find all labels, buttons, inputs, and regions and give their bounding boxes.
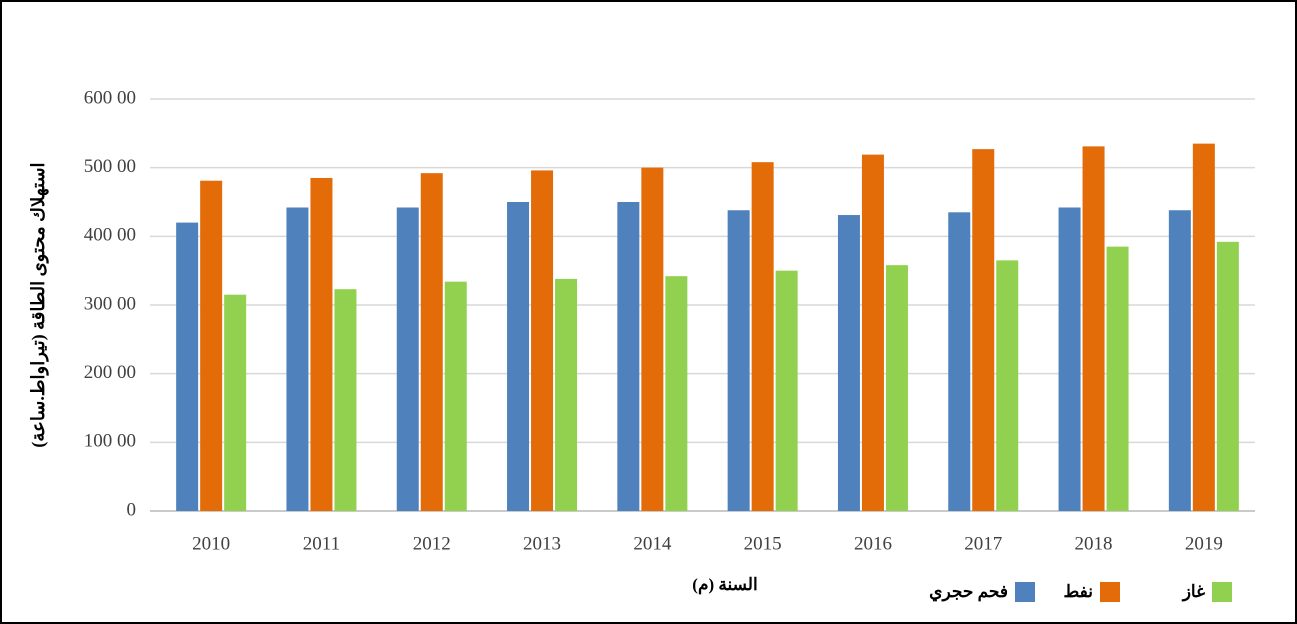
- x-tick-label: 2019: [1185, 533, 1223, 554]
- bar: [444, 281, 467, 511]
- bar: [641, 167, 664, 511]
- bar: [861, 154, 884, 511]
- x-tick-label: 2015: [744, 533, 782, 554]
- y-axis-label: استهلاك محتوى الطاقة (تيراواط.ساعة): [28, 162, 49, 447]
- y-tick-label: 500 00: [84, 156, 136, 177]
- bar: [1216, 241, 1239, 511]
- bar: [972, 149, 995, 512]
- bar: [775, 270, 798, 511]
- bar: [665, 276, 688, 511]
- bar: [555, 278, 578, 511]
- x-tick-label: 2010: [192, 533, 230, 554]
- bar: [420, 173, 443, 511]
- bar: [1082, 146, 1105, 511]
- x-tick-label: 2014: [633, 533, 672, 554]
- bar: [531, 170, 554, 511]
- x-tick-label: 2012: [413, 533, 451, 554]
- x-tick-label: 2011: [303, 533, 340, 554]
- bar: [286, 207, 309, 511]
- bar: [1058, 207, 1081, 511]
- x-axis-label: السنة (م): [692, 575, 757, 595]
- legend-label: نفط: [1064, 582, 1093, 601]
- y-tick-label: 100 00: [84, 431, 136, 452]
- bar: [507, 202, 530, 511]
- y-tick-label: 400 00: [84, 225, 136, 246]
- y-tick-label: 0: [127, 499, 137, 520]
- x-tick-label: 2013: [523, 533, 561, 554]
- bar: [996, 260, 1019, 511]
- y-tick-label: 600 00: [84, 87, 136, 108]
- x-tick-label: 2016: [854, 533, 892, 554]
- bar: [617, 202, 640, 511]
- bar: [948, 212, 971, 512]
- bar: [1192, 143, 1215, 511]
- y-tick-label: 200 00: [84, 362, 136, 383]
- bar: [200, 180, 223, 512]
- bar: [176, 222, 199, 511]
- y-tick-label: 300 00: [84, 293, 136, 314]
- bar: [1168, 210, 1191, 512]
- bar: [334, 289, 357, 511]
- legend-swatch: [1015, 582, 1035, 602]
- bar: [885, 265, 908, 511]
- legend-swatch: [1212, 582, 1232, 602]
- bar: [310, 177, 333, 511]
- x-tick-label: 2018: [1075, 533, 1113, 554]
- bar: [751, 162, 774, 511]
- bar: [396, 207, 419, 511]
- bar: [224, 294, 247, 511]
- bar: [837, 215, 860, 511]
- bar: [1106, 246, 1129, 511]
- legend-swatch: [1100, 582, 1120, 602]
- x-tick-label: 2017: [964, 533, 1002, 554]
- legend-label: فحم حجري: [929, 582, 1008, 602]
- bar: [727, 210, 750, 512]
- legend-label: غاز: [1181, 582, 1205, 602]
